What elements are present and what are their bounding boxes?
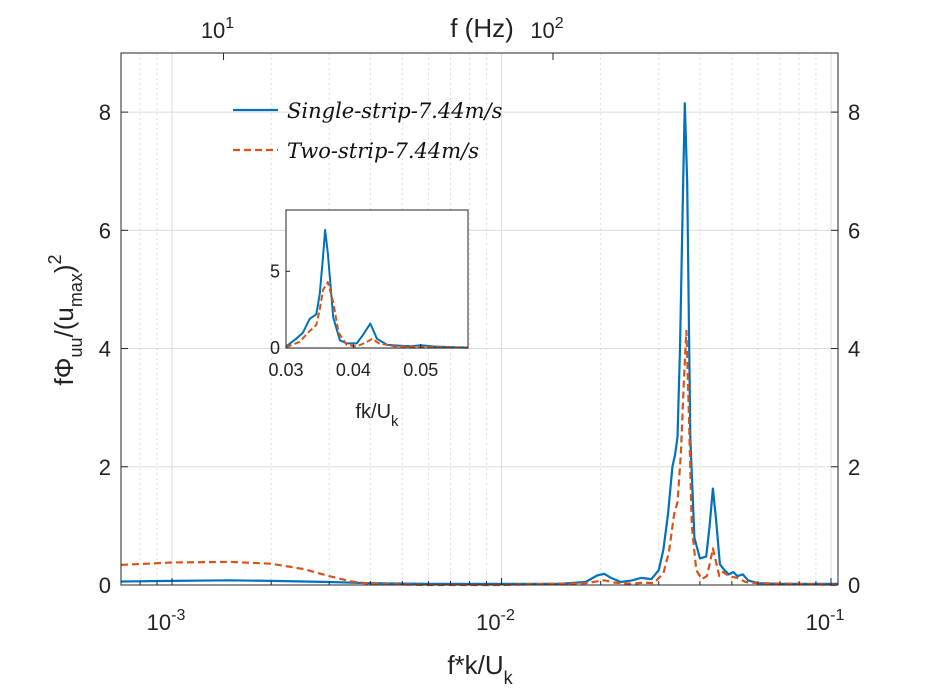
main-lines: [120, 102, 839, 587]
y-label-max-subscript: max: [66, 273, 86, 307]
main-axes-frame: [120, 52, 839, 586]
top-tick-label: 101: [201, 15, 234, 43]
series-line-two-strip: [120, 329, 839, 587]
x-tick-label: 10-2: [476, 607, 515, 635]
y-tick-label-left: 4: [99, 337, 111, 362]
inset-x-label-subscript: k: [391, 413, 399, 430]
x-tick-base: 10: [806, 610, 830, 635]
y-label-f: f: [49, 378, 79, 386]
inset-x-label-main: fk/U: [355, 401, 391, 423]
inset-x-tick-label: 0.04: [336, 360, 371, 380]
inset-axes-frame: [285, 209, 469, 349]
inset-plot: 0.03 0.04 0.05 0 5 fk/Uk: [268, 209, 469, 430]
x-axis-label-subscript: k: [504, 668, 514, 688]
series-line-single-strip: [120, 102, 838, 585]
x-tick-base: 10: [476, 610, 500, 635]
top-tick-exponent: 1: [225, 15, 234, 32]
top-tick-base: 10: [530, 18, 554, 43]
y-tick-label-right: 8: [848, 100, 860, 125]
y-tick-label-left: 2: [99, 455, 111, 480]
legend-label-two-strip: Two-strip-7.44m/s: [287, 139, 479, 163]
y-label-phi: Φ: [49, 358, 79, 379]
x-tick-exponent: -3: [171, 607, 185, 624]
x-axis-label-main: f*k/U: [447, 650, 503, 680]
x-tick-base: 10: [147, 610, 171, 635]
y-label-uu-subscript: uu: [66, 338, 86, 358]
x-tick-label: 10-3: [147, 607, 186, 635]
y-label-u: /(u: [49, 307, 79, 337]
legend: Single-strip-7.44m/s Two-strip-7.44m/s: [233, 99, 503, 163]
y-tick-label-right: 0: [848, 573, 860, 598]
y-label-close-paren: ): [49, 264, 79, 273]
legend-label-single-strip: Single-strip-7.44m/s: [287, 99, 503, 123]
inset-background: [286, 210, 468, 348]
inset-ticks: 0.03 0.04 0.05 0 5: [268, 261, 438, 380]
inset-x-tick-label: 0.03: [268, 360, 303, 380]
y-label-exponent: 2: [45, 254, 65, 264]
inset-y-tick-label: 0: [270, 338, 280, 358]
inset-x-axis-label: fk/Uk: [355, 401, 399, 430]
top-tick-exponent: 2: [555, 15, 564, 32]
y-tick-label-right: 2: [848, 455, 860, 480]
y-axis-label: fΦuu/(umax)2: [45, 254, 86, 385]
x-axis-label: f*k/Uk: [447, 650, 513, 688]
inset-y-tick-label: 5: [270, 261, 280, 281]
y-tick-label-right: 6: [848, 218, 860, 243]
top-tick-base: 10: [201, 18, 225, 43]
inset-x-tick-label: 0.05: [403, 360, 438, 380]
y-tick-label-left: 8: [99, 100, 111, 125]
top-tick-label: 102: [530, 15, 563, 43]
y-tick-label-left: 6: [99, 218, 111, 243]
y-tick-label-right: 4: [848, 337, 860, 362]
x-tick-label: 10-1: [806, 607, 845, 635]
x-tick-exponent: -1: [830, 607, 844, 624]
inset-lines: [285, 228, 469, 349]
x-tick-exponent: -2: [501, 607, 515, 624]
inset-series-line-two-strip: [285, 281, 469, 349]
y-tick-label-left: 0: [99, 573, 111, 598]
top-axis-label: f (Hz): [450, 13, 514, 43]
